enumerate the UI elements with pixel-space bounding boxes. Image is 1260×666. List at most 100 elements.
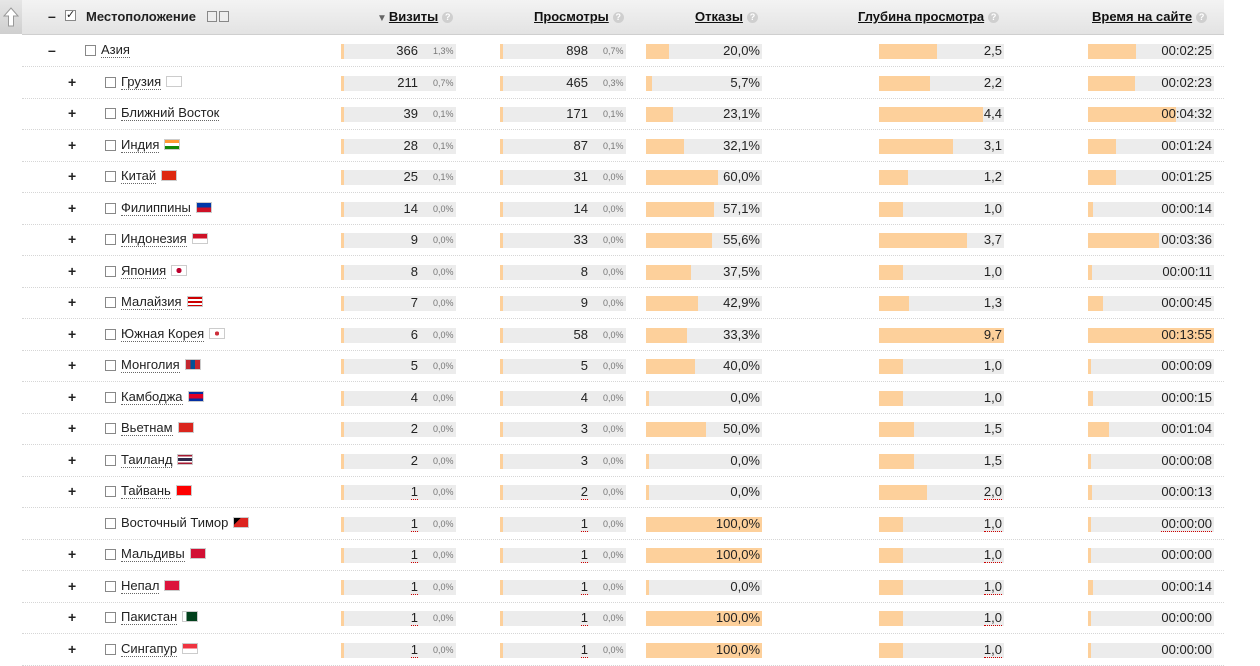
expand-toggle[interactable]: +	[68, 199, 77, 216]
header-views-link[interactable]: Просмотры	[534, 9, 609, 24]
help-icon[interactable]: ?	[1196, 12, 1208, 23]
row-checkbox[interactable]	[105, 643, 116, 655]
bounce-bar	[646, 264, 762, 280]
expand-toggle[interactable]: +	[68, 231, 77, 247]
collapse-all-toggle[interactable]: –	[48, 8, 56, 24]
bounce-bar-fill	[646, 453, 649, 469]
collapse-toggle[interactable]: –	[48, 42, 56, 58]
views-percent: 0,1%	[603, 140, 624, 151]
views-bar	[500, 170, 626, 185]
expand-toggle[interactable]: +	[68, 325, 77, 342]
table-row: + Индия 28 0,1% 87 0,1% 32,1% 3,1 00:01:24	[22, 130, 1224, 162]
views-value: 1	[580, 515, 588, 532]
header-bounces[interactable]: Отказы?	[695, 9, 758, 24]
bounce-bar-fill	[646, 107, 673, 122]
location-link[interactable]: Пакистан	[121, 609, 178, 625]
bounce-bar-fill	[646, 44, 670, 59]
th-flag-icon	[177, 453, 193, 465]
expand-toggle[interactable]: +	[68, 483, 77, 499]
row-checkbox[interactable]	[105, 234, 116, 245]
row-checkbox[interactable]	[105, 391, 116, 403]
location-link[interactable]: Вьетнам	[121, 420, 173, 436]
header-bounces-link[interactable]: Отказы	[695, 9, 743, 24]
location-link[interactable]: Азия	[101, 42, 130, 58]
header-time-link[interactable]: Время на сайте	[1092, 9, 1193, 24]
location-link[interactable]: Южная Корея	[121, 325, 205, 342]
expand-toggle[interactable]: +	[68, 388, 77, 405]
expand-toggle[interactable]: +	[68, 640, 77, 657]
row-checkbox[interactable]	[105, 517, 116, 529]
level-up-button[interactable]	[0, 0, 23, 34]
location-link[interactable]: Китай	[121, 168, 157, 184]
row-checkbox[interactable]	[105, 360, 116, 371]
list-icon[interactable]	[219, 11, 229, 22]
header-visits[interactable]: ▼ Визиты?	[377, 9, 454, 24]
expand-toggle[interactable]: +	[68, 262, 77, 279]
row-checkbox[interactable]	[105, 328, 116, 340]
row-checkbox[interactable]	[105, 139, 116, 151]
location-link[interactable]: Индонезия	[121, 231, 187, 247]
location-link[interactable]: Камбоджа	[121, 388, 183, 405]
select-all-checkbox[interactable]	[65, 8, 76, 21]
location-link[interactable]: Филиппины	[121, 199, 191, 216]
expand-toggle[interactable]: +	[68, 546, 77, 562]
row-checkbox[interactable]	[105, 486, 116, 497]
visits-value: 1	[410, 610, 418, 626]
location-link[interactable]: Монголия	[121, 357, 180, 373]
location-link[interactable]: Сингапур	[121, 640, 178, 657]
depth-bar-fill	[879, 422, 914, 437]
row-checkbox[interactable]	[105, 108, 116, 119]
row-checkbox[interactable]	[105, 549, 116, 560]
expand-toggle[interactable]: +	[68, 420, 77, 436]
expand-toggle[interactable]: +	[68, 136, 77, 153]
views-percent: 0,0%	[603, 203, 624, 214]
visits-percent: 0,0%	[433, 518, 454, 529]
expand-toggle[interactable]: +	[68, 73, 77, 90]
row-checkbox[interactable]	[105, 171, 116, 182]
row-checkbox[interactable]	[105, 76, 116, 88]
expand-toggle[interactable]: +	[68, 105, 77, 121]
location-link[interactable]: Таиланд	[121, 451, 173, 468]
row-checkbox[interactable]	[85, 45, 96, 56]
row-checkbox[interactable]	[105, 454, 116, 466]
row-checkbox[interactable]	[105, 580, 116, 592]
header-view-icons[interactable]	[207, 10, 231, 25]
location-link[interactable]: Грузия	[121, 73, 162, 90]
row-checkbox[interactable]	[105, 265, 116, 277]
expand-toggle[interactable]: +	[68, 294, 77, 310]
expand-toggle[interactable]: +	[68, 577, 77, 594]
help-icon[interactable]: ?	[442, 12, 454, 23]
visits-bar-fill	[341, 611, 344, 626]
header-time[interactable]: Время на сайте?	[1092, 9, 1208, 24]
expand-toggle[interactable]: +	[68, 168, 77, 184]
help-icon[interactable]: ?	[612, 12, 624, 23]
header-views[interactable]: Просмотры?	[534, 9, 624, 24]
time-value: 00:04:32	[1161, 106, 1212, 121]
row-checkbox[interactable]	[105, 297, 116, 308]
help-icon[interactable]: ?	[746, 12, 758, 23]
row-checkbox[interactable]	[105, 202, 116, 214]
location-link[interactable]: Тайвань	[121, 483, 171, 499]
bounce-value: 40,0%	[723, 358, 760, 373]
header-depth-link[interactable]: Глубина просмотра	[858, 9, 985, 24]
location-link[interactable]: Индия	[121, 136, 160, 153]
bounce-value: 100,0%	[715, 610, 760, 625]
depth-value: 1,0	[983, 200, 1002, 216]
header-visits-link[interactable]: Визиты	[388, 9, 439, 24]
expand-toggle[interactable]: +	[68, 451, 77, 468]
depth-bar	[879, 516, 1004, 532]
grid-icon[interactable]	[207, 11, 217, 22]
row-checkbox[interactable]	[105, 423, 116, 434]
visits-percent: 0,0%	[433, 455, 454, 466]
location-link[interactable]: Ближний Восток	[121, 105, 220, 121]
depth-bar-fill	[879, 107, 983, 122]
row-checkbox[interactable]	[105, 612, 116, 623]
location-link[interactable]: Непал	[121, 577, 160, 594]
expand-toggle[interactable]: +	[68, 357, 77, 373]
location-link[interactable]: Япония	[121, 262, 167, 279]
help-icon[interactable]: ?	[988, 12, 1000, 23]
expand-toggle[interactable]: +	[68, 609, 77, 625]
location-link[interactable]: Мальдивы	[121, 546, 185, 562]
location-link[interactable]: Малайзия	[121, 294, 182, 310]
header-depth[interactable]: Глубина просмотра?	[858, 9, 1000, 24]
